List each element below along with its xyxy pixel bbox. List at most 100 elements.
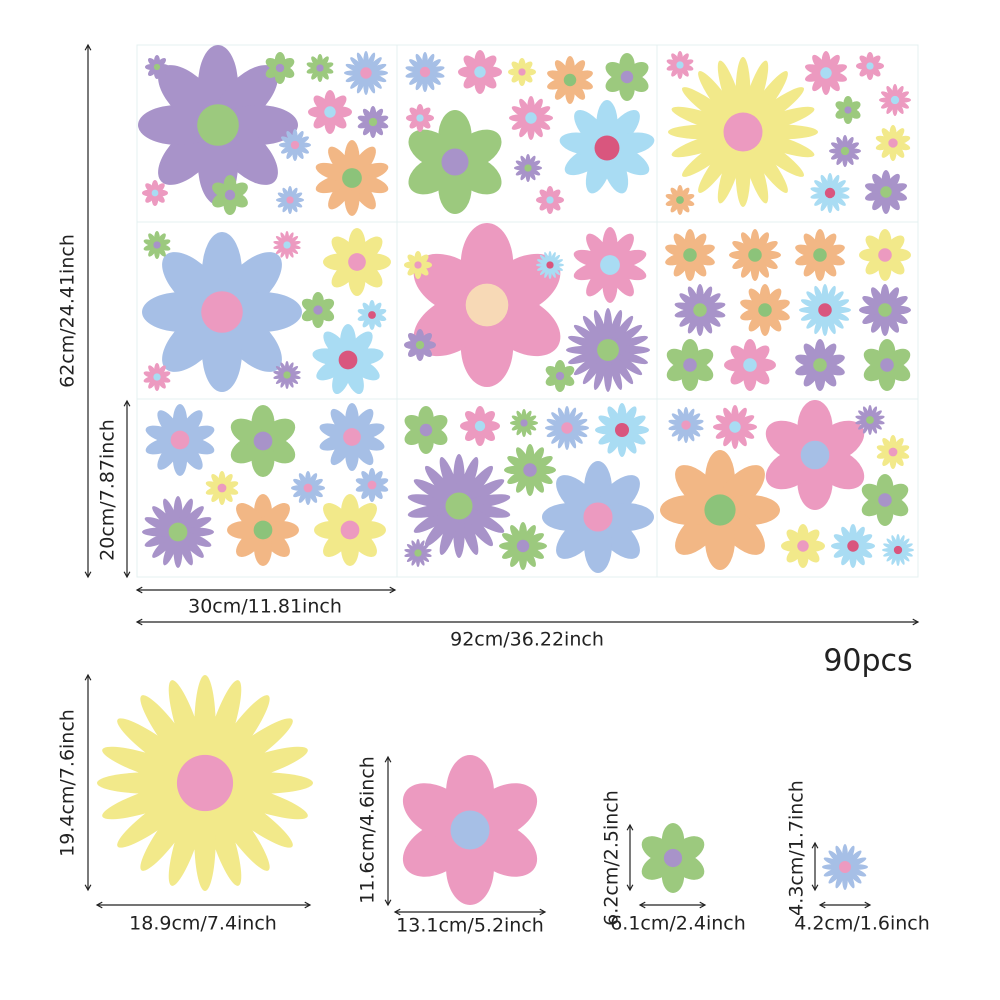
flower [357,300,387,330]
flower [291,471,325,505]
flower [142,180,168,206]
flower [729,229,781,281]
flower-center [313,305,323,315]
arrow-head [811,884,819,892]
flower-center [866,62,874,70]
flower [265,52,295,84]
flower-center [419,423,433,437]
flower-center [197,104,239,146]
arrow-head [135,586,143,594]
flower-center [338,350,358,370]
flower-center [748,248,762,262]
flower-center [153,373,161,381]
flower-center [813,358,827,372]
flower [545,360,575,392]
flower [536,186,564,214]
flower-center [253,520,273,540]
flower-center [416,114,424,122]
dimension-label: 4.2cm/1.6inch [794,913,930,935]
flower [875,125,911,161]
flower-center [743,358,757,372]
flower-center [368,117,378,127]
flower-center [524,164,532,172]
flower-center [820,67,832,79]
flower-center [324,106,336,118]
flower [876,435,910,469]
flower [301,292,335,328]
flower-center [367,480,377,490]
flower [668,57,818,207]
flower [542,461,654,573]
flower-center [303,483,313,493]
arrow-head [84,43,92,51]
flower [314,494,386,566]
arrow-head [84,571,92,579]
dimension-arrow [135,618,920,626]
flower-center [880,186,892,198]
dimension-arrow [393,908,547,916]
flower [143,363,171,391]
flower [142,496,214,568]
flower [822,844,868,890]
flower-center [594,135,620,161]
dimension-label: 6.2cm/2.5inch [601,790,623,926]
flower [879,84,911,116]
dimension-label: 30cm/11.81inch [188,596,342,618]
flower [279,129,311,161]
arrow-head [539,908,547,916]
flower-center [201,291,243,333]
flower-center [723,112,763,152]
flower-center [360,67,372,79]
flower [713,405,757,449]
flower [460,406,500,446]
flower [230,405,296,477]
flower [835,96,861,124]
flower-center [419,66,431,78]
flower [863,339,911,391]
flower [510,409,538,437]
flower [536,251,564,279]
flower-center [176,754,234,812]
flower-center [847,540,859,552]
flower-center [283,241,291,249]
dimension-label: 62cm/24.41inch [57,234,79,388]
flower-center [693,303,707,317]
flower-center [151,189,159,197]
flower [829,135,861,167]
flower [740,284,790,336]
flower-center [844,106,852,114]
flower [145,55,169,79]
flower-center [474,420,486,432]
flower [402,755,538,905]
flower-center [450,810,490,850]
flower [312,324,384,395]
flower [404,251,432,279]
dimension-arrow [135,586,397,594]
flower-center [153,241,161,249]
flower-center [217,483,227,493]
flower-center [878,493,892,507]
dimension-label: 13.1cm/5.2inch [396,915,544,937]
flower [143,231,171,259]
flower-center [170,430,190,450]
flower-center [465,283,509,327]
flower [665,229,715,281]
flower-center [840,146,850,156]
arrow-head [123,399,131,407]
flower-center [546,261,554,269]
arrow-head [818,901,826,909]
flower [406,104,434,132]
arrow-head [123,571,131,579]
flower [765,400,865,510]
flower-center [520,419,528,427]
flower-center [563,73,577,87]
flower [344,51,388,95]
dimension-arrow [384,755,392,907]
arrow-head [84,673,92,681]
flower [810,173,850,213]
flower [859,284,911,336]
flower-center [415,340,425,350]
flower [227,494,299,566]
flower-center [597,339,619,361]
dimension-arrow [95,901,312,909]
